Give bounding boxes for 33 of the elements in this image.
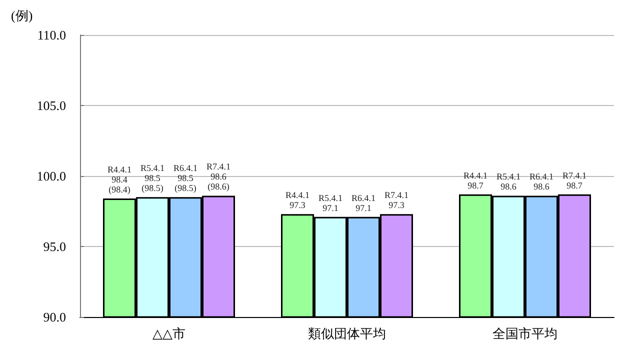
data-label: 98.6 (534, 182, 550, 192)
x-tick-label: △△市 (152, 326, 186, 341)
data-label: 97.1 (356, 202, 372, 213)
data-label: 98.6 (500, 182, 517, 192)
text: R6.4.1 (173, 163, 198, 174)
text: R4.4.1 (463, 170, 488, 180)
data-label: 98.7 (468, 180, 484, 190)
text: R7.4.1 (562, 170, 587, 180)
data-label: 98.6 (98.6) (208, 172, 230, 192)
y-axis-title: (例) (11, 8, 33, 23)
data-label: 98.4 (98.4) (108, 174, 130, 195)
data-label: 97.3 (388, 200, 405, 210)
data-label: 97.3 (290, 200, 306, 210)
series-label: R5.4.1 (318, 192, 343, 203)
y-tick-label: 100.0 (36, 168, 66, 184)
x-tick-label: 全国市平均 (492, 326, 558, 341)
series-label: R7.4.1 (384, 190, 409, 200)
data-label: 97.1 (322, 202, 338, 213)
text: R7.4.1 (206, 162, 231, 172)
y-tick-label: 95.0 (43, 239, 66, 254)
y-tick-label: 110.0 (37, 28, 66, 42)
data-label: 98.7 (566, 180, 583, 190)
series-label: R4.4.1 (285, 190, 310, 200)
text: R5.4.1 (496, 172, 521, 182)
text: R4.4.1 (107, 164, 132, 175)
text: R6.4.1 (529, 172, 554, 182)
text: R5.4.1 (140, 163, 165, 174)
data-label: 98.5 (98.5) (174, 173, 196, 194)
data-label: 98.5 (98.5) (142, 173, 164, 194)
x-tick-label: 類似団体平均 (308, 326, 386, 341)
y-tick-label: 90.0 (43, 310, 66, 324)
series-label: R6.4.1 (351, 192, 376, 203)
y-tick-label: 105.0 (36, 98, 66, 113)
